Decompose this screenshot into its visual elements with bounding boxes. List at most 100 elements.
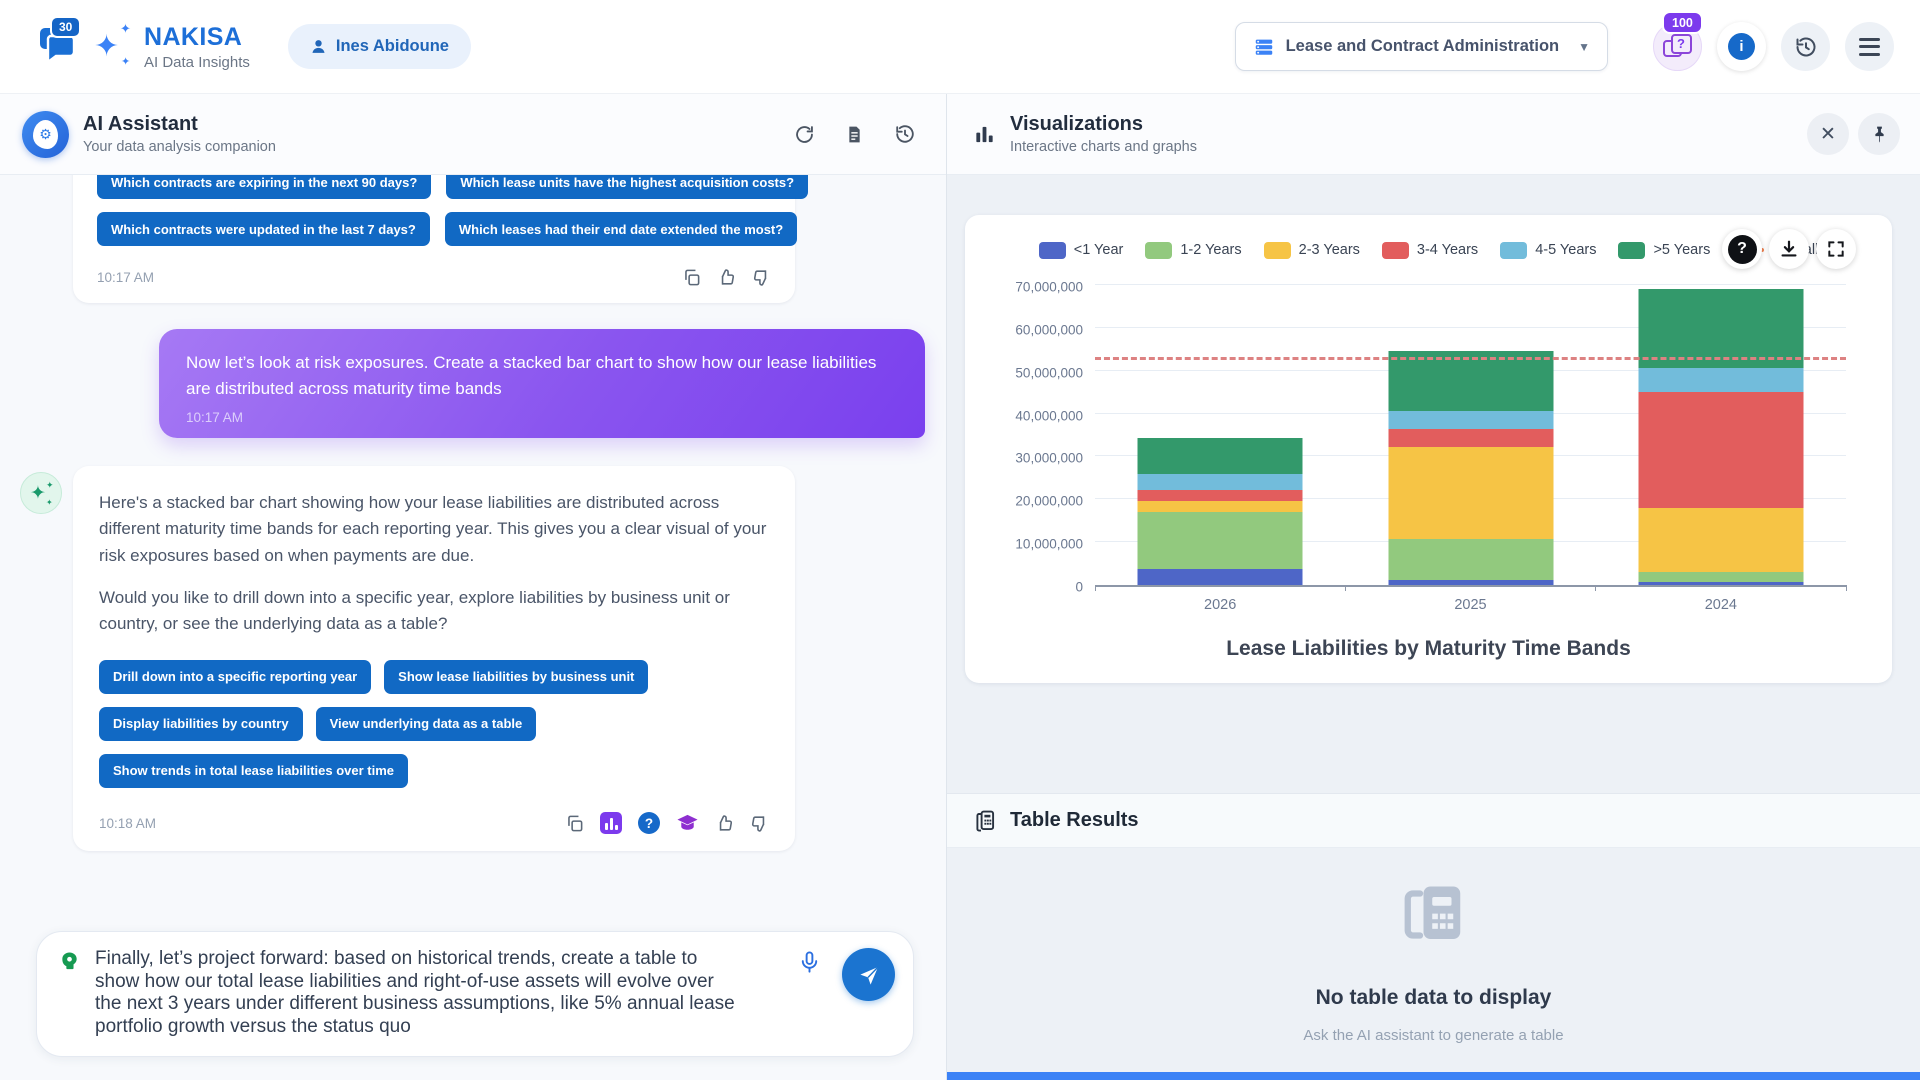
legend-item[interactable]: 3-4 Years [1381, 241, 1478, 259]
list-icon [1255, 39, 1272, 55]
close-panel-button[interactable]: ✕ [1807, 113, 1849, 155]
empty-table-icon [1404, 886, 1460, 939]
suggestion-chip[interactable]: Which contracts are expiring in the next… [97, 175, 432, 199]
bar-segment[interactable] [1388, 538, 1553, 580]
assistant-message: Here's a stacked bar chart showing how y… [73, 466, 795, 851]
bar-segment[interactable] [1388, 410, 1553, 430]
legend-item[interactable]: 1-2 Years [1145, 241, 1242, 259]
chart-fullscreen-button[interactable] [1816, 229, 1856, 269]
action-chip[interactable]: Drill down into a specific reporting yea… [99, 659, 372, 694]
brand-subtitle: AI Data Insights [144, 53, 250, 71]
module-selector[interactable]: Lease and Contract Administration ▼ [1234, 22, 1608, 71]
copy-icon [685, 269, 700, 286]
message-input[interactable]: Finally, let’s project forward: based on… [95, 948, 735, 1037]
bar-segment[interactable] [1388, 446, 1553, 539]
thumbs-up-button[interactable] [717, 268, 736, 287]
message-composer[interactable]: Finally, let’s project forward: based on… [36, 931, 914, 1057]
stacked-bar-2026[interactable] [1137, 437, 1303, 585]
legend-item[interactable]: >5 Years [1618, 241, 1710, 259]
assistant-sparkle-avatar: ✦ ✦ ✦ [20, 472, 62, 514]
pin-panel-button[interactable] [1858, 113, 1900, 155]
graduation-cap-icon [677, 814, 698, 830]
bar-chart-icon [976, 126, 993, 142]
table-icon [976, 810, 995, 832]
bar-segment[interactable] [1388, 429, 1553, 447]
copy-button[interactable] [682, 268, 701, 287]
action-chip[interactable]: Show trends in total lease liabilities o… [99, 753, 409, 788]
bar-segment[interactable] [1388, 579, 1553, 585]
download-icon [1781, 240, 1797, 257]
legend-swatch [1145, 241, 1173, 259]
chart-card: <1 Year 1-2 Years 2-3 Years 3-4 Years 4-5 Ye… [965, 215, 1892, 683]
assistant-panel: ⚙ AI Assistant Your data analysis compan… [0, 94, 947, 1080]
legend-item[interactable]: 2-3 Years [1263, 241, 1360, 259]
x-axis-tick [1344, 585, 1346, 591]
assistant-subtitle: Your data analysis companion [83, 139, 276, 155]
chart-legend: <1 Year 1-2 Years 2-3 Years 3-4 Years 4-5 Ye… [991, 237, 1866, 263]
bar-segment[interactable] [1388, 351, 1553, 411]
thumbs-down-icon [753, 270, 767, 286]
legend-swatch [1618, 241, 1646, 259]
thumbs-down-button[interactable] [752, 268, 771, 287]
bar-segment[interactable] [1638, 571, 1804, 582]
bar-segment[interactable] [1137, 489, 1303, 502]
user-chip[interactable]: Ines Abidoune [287, 24, 471, 69]
table-empty-state: No table data to display Ask the AI assi… [947, 848, 1920, 1072]
action-chip[interactable]: Show lease liabilities by business unit [384, 659, 649, 694]
stacked-bar-2025[interactable] [1388, 351, 1553, 585]
x-axis-tick [1845, 585, 1847, 591]
table-results-header: Table Results [947, 794, 1920, 848]
credits-button[interactable]: 100 ? [1653, 11, 1703, 71]
legend-item[interactable]: 4-5 Years [1500, 241, 1596, 259]
notification-badge: 30 [50, 15, 82, 38]
suggestion-chip[interactable]: Which leases had their end date extended… [444, 212, 798, 246]
module-selector-label: Lease and Contract Administration [1285, 37, 1560, 55]
document-button[interactable] [845, 124, 864, 145]
bar-segment[interactable] [1638, 392, 1804, 509]
bar-segment[interactable] [1137, 501, 1303, 513]
menu-button[interactable] [1845, 22, 1894, 71]
bar-segment[interactable] [1137, 568, 1303, 585]
x-axis-label: 2025 [1454, 597, 1487, 613]
top-header: 30 ✦ ✦ ✦ NAKISA AI Data Insights Ines Abid… [0, 0, 1920, 94]
chart-view-button[interactable] [600, 812, 622, 835]
app-logo[interactable]: 30 [34, 15, 90, 76]
thumbs-down-icon [751, 816, 765, 832]
bar-segment[interactable] [1638, 367, 1804, 393]
pin-icon [1874, 126, 1884, 143]
assistant-paragraph: Would you like to drill down into a spec… [99, 588, 730, 634]
question-doc-icon: ? [1662, 33, 1692, 59]
bar-segment[interactable] [1638, 508, 1804, 572]
send-button[interactable] [842, 948, 895, 1002]
suggestion-chip[interactable]: Which lease units have the highest acqui… [446, 175, 809, 199]
learn-button[interactable] [676, 812, 699, 835]
action-chip[interactable]: View underlying data as a table [315, 706, 537, 741]
legend-item[interactable]: <1 Year [1038, 241, 1123, 259]
bar-segment[interactable] [1137, 474, 1303, 490]
refresh-button[interactable] [794, 124, 815, 145]
gridline [1095, 326, 1846, 328]
action-chip[interactable]: Display liabilities by country [99, 706, 303, 741]
mic-button[interactable] [798, 950, 821, 980]
bar-segment[interactable] [1137, 437, 1303, 475]
chat-message-list[interactable]: Which contracts are expiring in the next… [0, 175, 946, 917]
bar-segment[interactable] [1638, 582, 1804, 585]
explain-button[interactable]: ? [638, 812, 660, 835]
copy-button[interactable] [565, 814, 584, 833]
stacked-bar-2024[interactable] [1638, 288, 1804, 585]
thumbs-down-button[interactable] [750, 814, 769, 833]
suggestion-chip[interactable]: Which contracts were updated in the last… [97, 212, 430, 246]
bar-segment[interactable] [1638, 288, 1804, 368]
user-message: Now let’s look at risk exposures. Create… [159, 329, 925, 438]
info-button[interactable]: i [1717, 22, 1766, 71]
gridline [1095, 284, 1846, 285]
chart-help-button[interactable]: ? [1722, 229, 1762, 269]
stacked-bar-plot[interactable] [1094, 284, 1847, 591]
legend-swatch [1381, 241, 1409, 259]
thumbs-up-button[interactable] [715, 814, 734, 833]
chart-download-button[interactable] [1769, 229, 1809, 269]
chart-area: <1 Year 1-2 Years 2-3 Years 3-4 Years 4-5 Ye… [947, 175, 1920, 793]
bar-segment[interactable] [1137, 512, 1303, 569]
history-button[interactable] [1781, 22, 1830, 71]
chat-history-button[interactable] [894, 123, 916, 145]
